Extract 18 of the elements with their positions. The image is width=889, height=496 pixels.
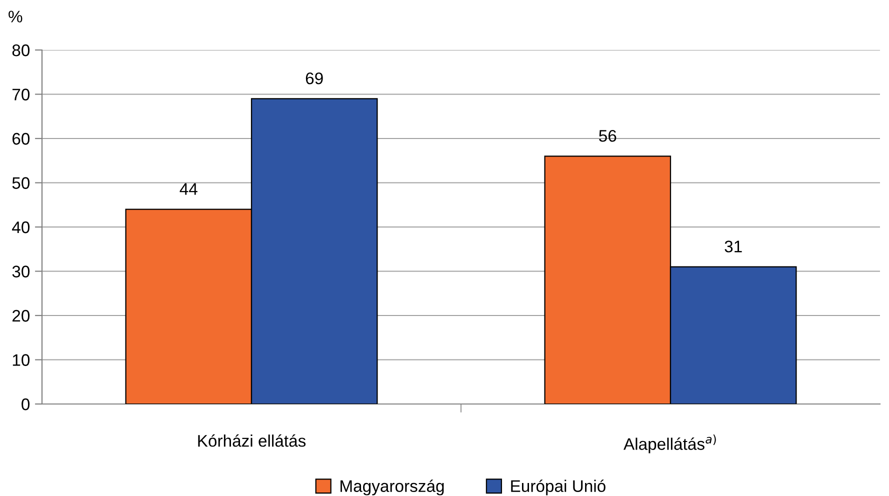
y-tick-label: 60 bbox=[12, 132, 30, 145]
data-label: 44 bbox=[180, 183, 198, 195]
y-tick-label: 0 bbox=[22, 398, 30, 410]
data-label: 69 bbox=[306, 72, 323, 84]
data-label: 31 bbox=[724, 240, 742, 252]
y-tick-label: 80 bbox=[12, 44, 30, 56]
data-label: 56 bbox=[599, 130, 616, 142]
y-tick-label: 50 bbox=[12, 177, 30, 189]
y-axis-title: % bbox=[8, 10, 22, 22]
x-tick-label: Kórházi ellátás bbox=[198, 434, 306, 447]
y-tick-label: 10 bbox=[12, 354, 30, 366]
y-tick-label: 20 bbox=[12, 310, 30, 322]
y-tick-label: 30 bbox=[12, 266, 30, 278]
y-tick-label: 40 bbox=[12, 221, 30, 234]
y-tick-label: 70 bbox=[12, 88, 30, 100]
legend-label: Európai Unió bbox=[511, 480, 606, 496]
legend-label: Magyarország bbox=[340, 480, 444, 496]
x-tick-label: Alapellátás$^{a)}$ bbox=[624, 434, 716, 454]
